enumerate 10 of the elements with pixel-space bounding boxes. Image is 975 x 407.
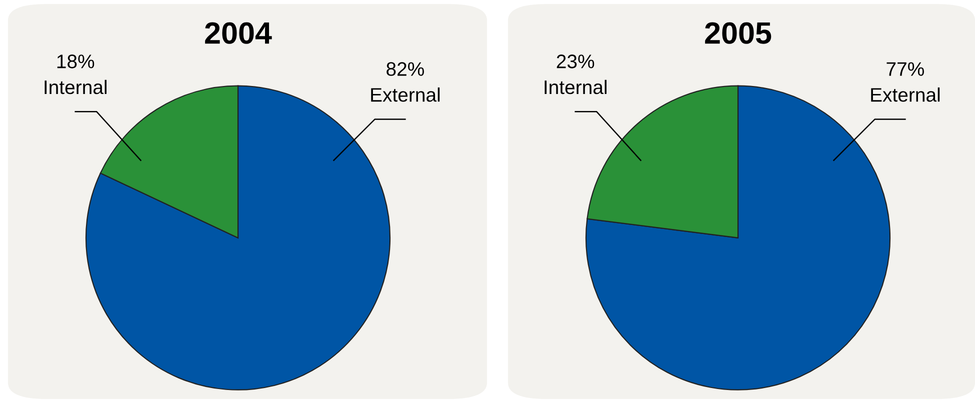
chart-title: 2004 (205, 22, 272, 44)
data-label: 23% (556, 54, 594, 68)
data-label: 82% (386, 62, 424, 76)
slice-label: Internal (44, 80, 106, 94)
chart-title: 2005 (705, 22, 772, 44)
slice-label: Internal (544, 80, 606, 94)
data-label: 18% (57, 54, 94, 68)
data-label: 77% (886, 62, 924, 76)
slice-label: External (371, 87, 440, 102)
slice-label: External (871, 87, 940, 102)
